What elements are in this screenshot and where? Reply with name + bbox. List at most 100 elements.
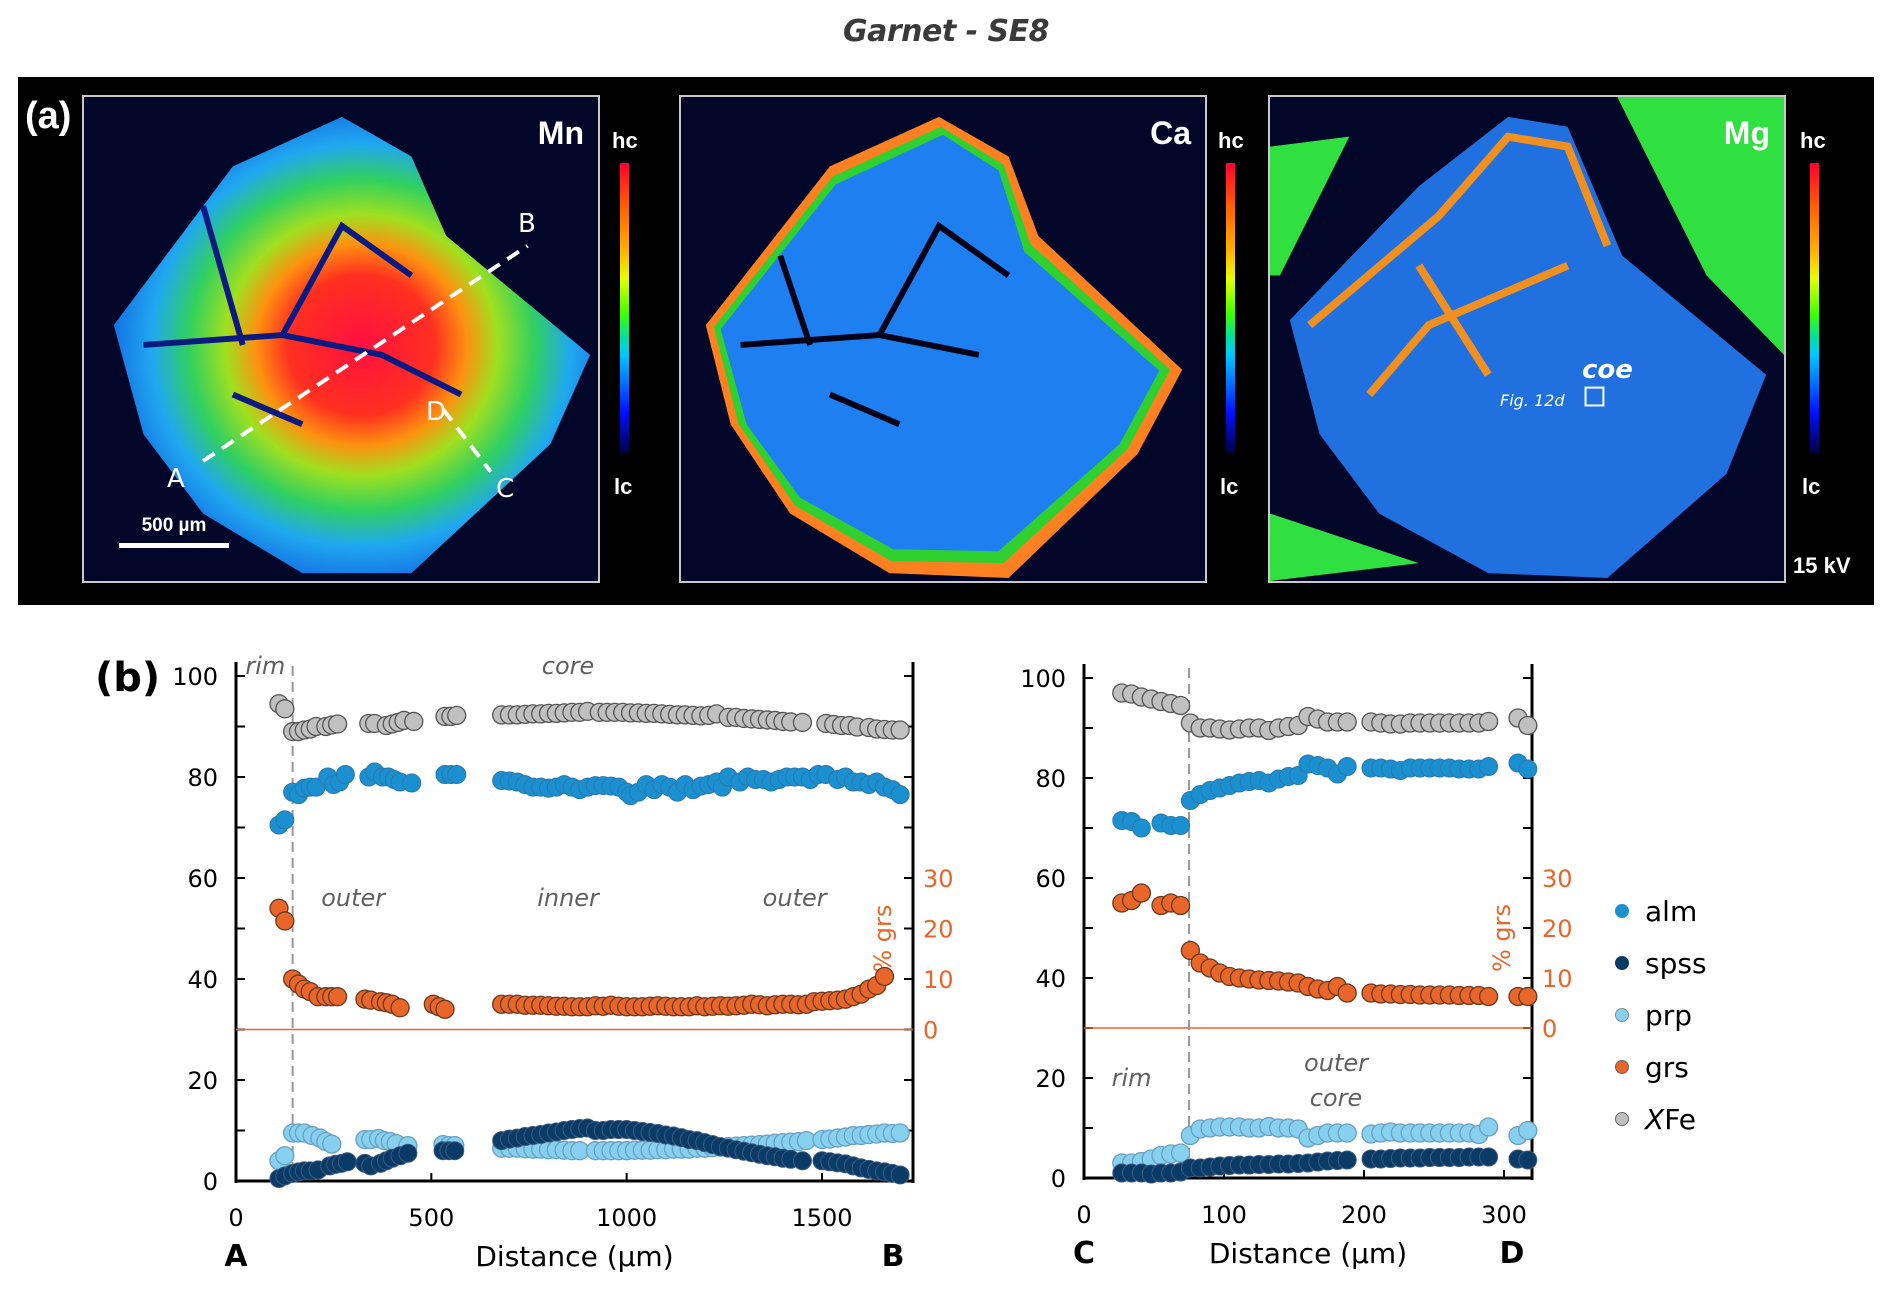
chart-ab-point-grs: [874, 966, 895, 987]
chart-cd-zone-label: outer: [1304, 1049, 1370, 1077]
legend-label-spss: spss: [1645, 946, 1707, 980]
chart-cd-zone-label: core: [1310, 1084, 1363, 1112]
panel-a-label: (a): [25, 95, 72, 137]
chart-ab-point-grs: [327, 987, 348, 1007]
chart-cd-y-tick-label: 0: [1051, 1165, 1066, 1193]
voltage-label: 15 kV: [1793, 553, 1851, 578]
chart-cd-point-alm: [1171, 816, 1191, 835]
legend-marker-prp: [1615, 1008, 1629, 1022]
chart-ab-y-tick-label: 40: [187, 966, 218, 994]
chart-cd-point-grs: [1518, 986, 1538, 1007]
colorbar-high-label-mg: hc: [1800, 128, 1826, 153]
chart-ab-zone-label: outer: [763, 884, 829, 912]
chart-cd-point-alm: [1518, 759, 1538, 779]
chart-ab-x-tick-label: 1500: [791, 1204, 852, 1232]
legend-label-xfe: Fe: [1664, 1102, 1696, 1136]
legend: alm spss prp grs X Fe: [1615, 885, 1707, 1145]
chart-ab-point-alm: [890, 785, 910, 805]
chart-cd-y2-tick-label: 20: [1542, 915, 1573, 943]
profile-label-d: D: [426, 397, 447, 427]
chart-ab-point-alm: [335, 764, 355, 784]
chart-ab-y2-tick-label: 30: [923, 865, 954, 893]
legend-item-spss: spss: [1615, 937, 1707, 989]
mg-map-image: [1270, 97, 1784, 581]
legend-label-grs: grs: [1645, 1050, 1689, 1084]
colorbar-mn: [620, 163, 629, 453]
chart-cd-x-axis-label: Distance (µm): [1209, 1237, 1407, 1270]
colorbar-low-label-mn: lc: [614, 474, 633, 499]
ca-map-image: [705, 116, 1183, 579]
figure-title: Garnet - SE8: [842, 14, 1050, 49]
panel-b-label: (b): [95, 655, 161, 701]
chart-cd-point-grs: [1337, 983, 1357, 1003]
chart-cd-end-label: D: [1500, 1236, 1525, 1271]
figure-reference-label: Fig. 12d: [1500, 391, 1565, 410]
chart-cd-y-tick-label: 20: [1035, 1065, 1066, 1093]
colorbar-mg: [1810, 163, 1819, 453]
legend-label-prp: prp: [1645, 998, 1693, 1032]
chart-cd-point-grs: [1478, 986, 1499, 1007]
chart-cd-x-tick-label: 200: [1341, 1201, 1387, 1229]
chart-ab-point-xfe: [327, 714, 348, 734]
chart-cd-start-label: C: [1073, 1236, 1095, 1271]
colorbar-high-label-mn: hc: [612, 128, 638, 153]
element-label-mn: Mn: [537, 115, 584, 151]
legend-item-grs: grs: [1615, 1041, 1707, 1093]
legend-label-alm: alm: [1645, 894, 1698, 928]
chart-cd-y-tick-label: 80: [1035, 765, 1066, 793]
chart-ab-y-tick-label: 20: [187, 1067, 218, 1095]
chart-ab-point-alm: [447, 764, 467, 784]
chart-cd-point-spss: [1337, 1150, 1357, 1170]
chart-cd-point-prp: [1337, 1123, 1357, 1143]
legend-item-alm: alm: [1615, 885, 1707, 937]
chart-cd-point-alm: [1131, 818, 1151, 838]
chart-cd-point-alm: [1479, 757, 1499, 776]
chart-cd-point-grs: [1131, 883, 1152, 903]
chart-cd-point-spss: [1479, 1147, 1499, 1167]
chart-cd-y2-axis-label: % grs: [1488, 904, 1516, 972]
mg-map: Mg coe Fig. 12d: [1268, 95, 1786, 583]
chart-cd-point-xfe: [1337, 712, 1357, 732]
legend-label-xfe-prefix: X: [1645, 1102, 1665, 1136]
chart-cd-point-xfe: [1518, 715, 1538, 736]
chart-cd-point-prp: [1170, 1143, 1191, 1163]
mn-map: Mn A B C D 500 µm: [82, 95, 600, 583]
chart-ab-y2-tick-label: 10: [923, 966, 954, 994]
chart-ab-y2-tick-label: 0: [923, 1017, 938, 1045]
chart-cd-point-prp: [1478, 1117, 1499, 1137]
chart-ab-point-prp: [890, 1123, 910, 1143]
chart-ab-y2-axis-label: % grs: [869, 905, 897, 973]
chart-cd-y2-tick-label: 30: [1542, 865, 1573, 893]
scale-bar-label: 500 µm: [141, 515, 207, 536]
chart-ab-point-grs: [275, 911, 295, 931]
chart-cd-y2-tick-label: 0: [1542, 1015, 1557, 1043]
chart-ab-x-tick-label: 0: [228, 1204, 243, 1232]
legend-marker-xfe: [1615, 1112, 1629, 1126]
chart-cd-point-alm: [1337, 757, 1357, 776]
chart-ab-point-alm: [275, 810, 295, 830]
chart-ab-point-spss: [398, 1143, 418, 1163]
chart-ab-point-spss: [337, 1152, 357, 1172]
chart-ab-y-tick-label: 60: [187, 865, 218, 893]
chart-ab-y-tick-label: 100: [172, 663, 218, 691]
element-label-mg: Mg: [1723, 115, 1770, 151]
chart-ab-point-xfe: [890, 720, 910, 740]
mn-map-image: [113, 116, 591, 574]
chart-cd-y2-tick-label: 10: [1542, 965, 1573, 993]
chart-ab-point-grs: [435, 999, 455, 1019]
legend-marker-spss: [1615, 956, 1629, 970]
chart-ab-point-xfe: [275, 699, 295, 719]
chart-ab-point-spss: [445, 1141, 465, 1161]
chart-ab-point-alm: [402, 773, 422, 793]
chart-ab-x-tick-label: 500: [408, 1204, 454, 1232]
chart-ab-end-label: B: [882, 1239, 905, 1274]
chart-ab-zone-label: inner: [537, 884, 601, 912]
chart-cd-point-grs: [1170, 895, 1191, 916]
chart-ab-point-xfe: [792, 712, 813, 733]
colorbar-high-label-ca: hc: [1218, 128, 1244, 153]
chart-cd-point-spss: [1518, 1150, 1538, 1170]
legend-marker-alm: [1615, 904, 1629, 918]
profile-label-c: C: [496, 474, 515, 504]
chart-cd-point-prp: [1518, 1120, 1538, 1141]
coesite-label: coe: [1582, 355, 1633, 385]
